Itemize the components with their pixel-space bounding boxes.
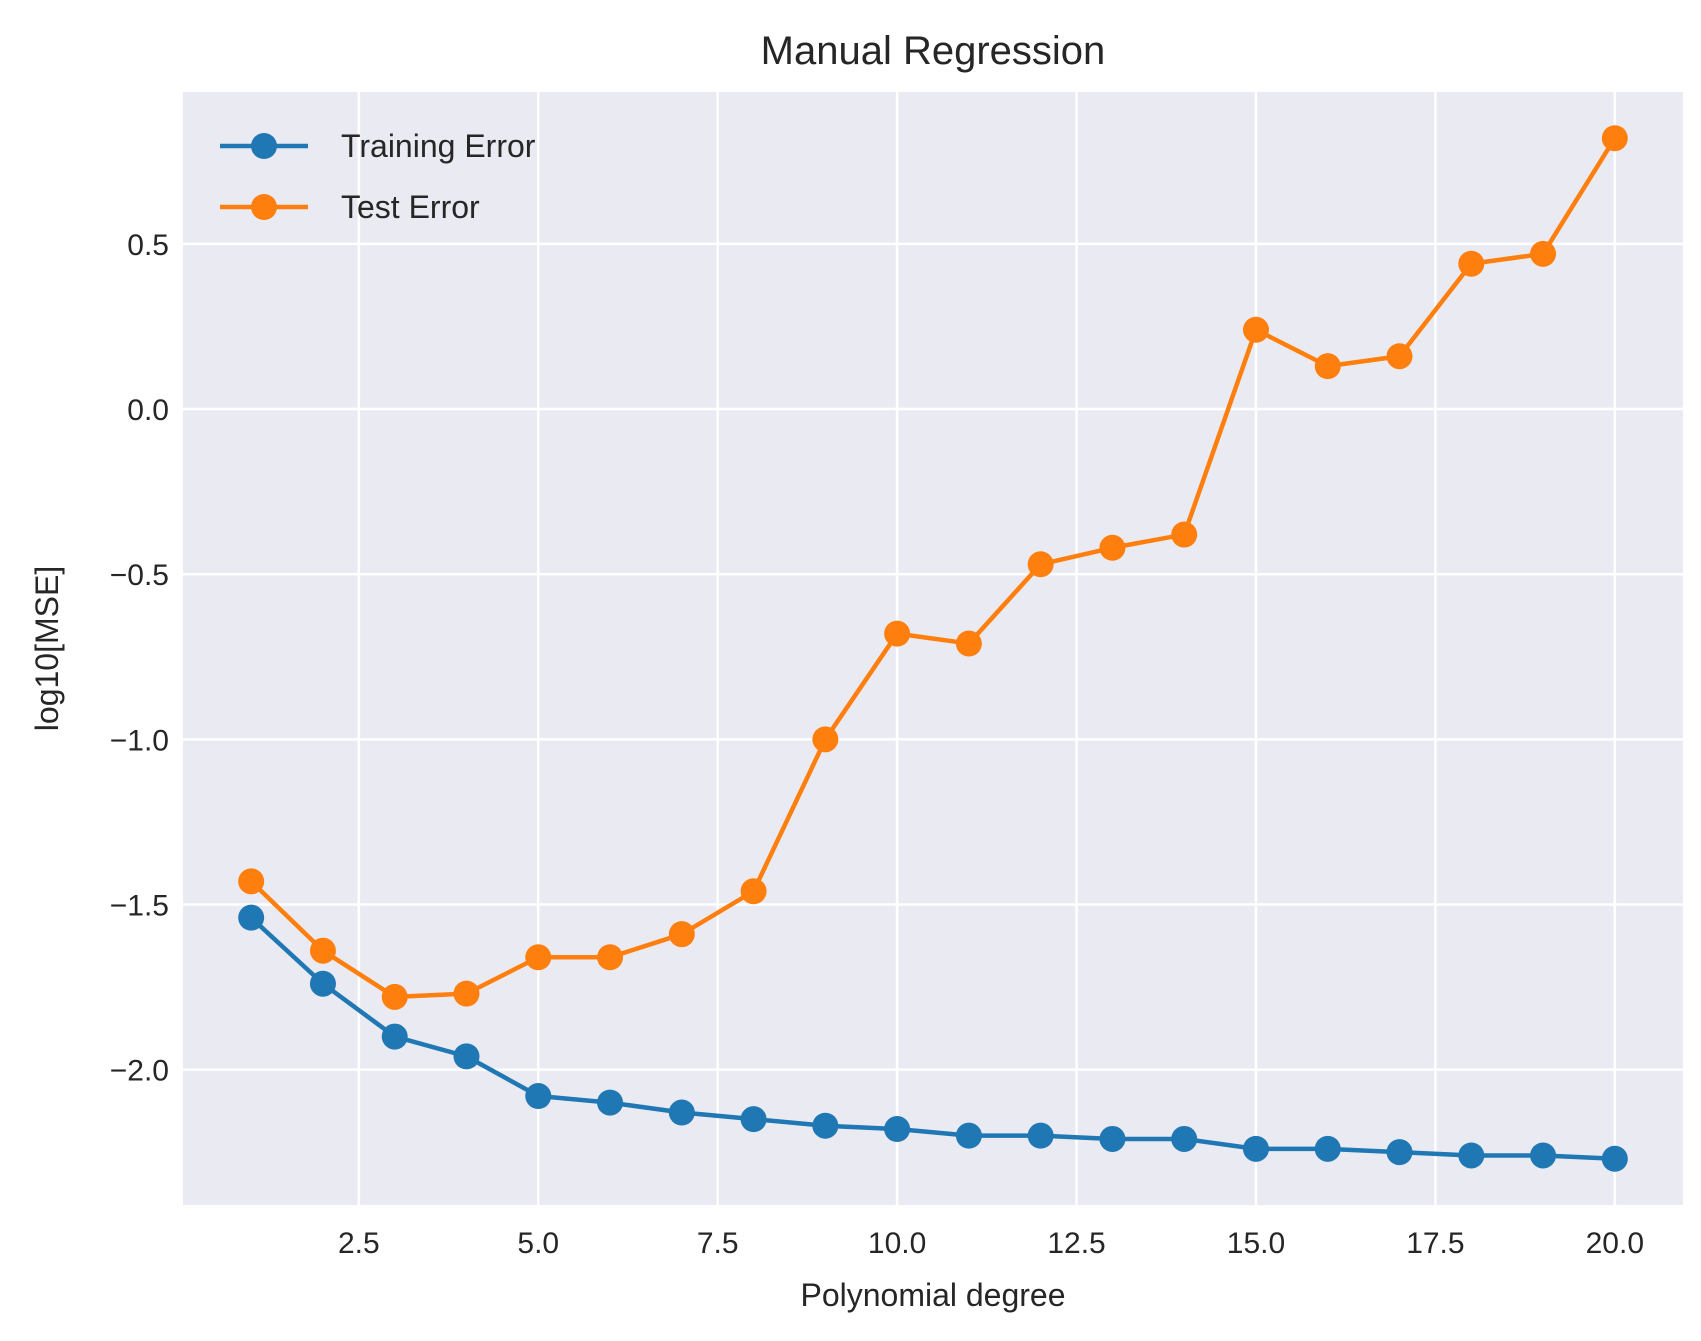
x-tick-label: 5.0 (517, 1227, 559, 1260)
series-test-error (238, 125, 1628, 1010)
data-point (1242, 1135, 1269, 1162)
series-training-error (238, 904, 1628, 1172)
data-point (381, 983, 408, 1010)
y-tick-label: −0.5 (110, 559, 169, 592)
y-tick-label: −2.0 (110, 1055, 169, 1088)
data-point (1171, 1125, 1198, 1152)
data-point (740, 1106, 767, 1133)
x-tick-label: 20.0 (1586, 1227, 1644, 1260)
legend-item: Test Error (220, 189, 480, 225)
x-tick-label: 12.5 (1047, 1227, 1105, 1260)
y-tick-label: −1.5 (110, 889, 169, 922)
data-point (1242, 316, 1269, 343)
data-point (1099, 1125, 1126, 1152)
data-point (1314, 353, 1341, 380)
y-axis-label: log10[MSE] (29, 566, 65, 731)
legend-label: Test Error (341, 189, 480, 225)
x-tick-label: 2.5 (338, 1227, 380, 1260)
data-point (453, 980, 480, 1007)
data-point (884, 1116, 911, 1143)
legend-label: Training Error (341, 128, 536, 164)
x-tick-label: 7.5 (697, 1227, 739, 1260)
data-point (525, 944, 552, 971)
data-point (381, 1023, 408, 1050)
data-point (668, 1099, 695, 1126)
x-tick-labels: 2.5 5.0 7.5 10.0 12.5 15.0 17.5 20.0 (338, 1227, 1644, 1260)
legend-item: Training Error (220, 128, 536, 164)
plot-area (183, 92, 1683, 1205)
chart-title: Manual Regression (761, 29, 1106, 73)
y-tick-label: 0.5 (127, 229, 169, 262)
data-point (1171, 521, 1198, 548)
grid (183, 92, 1683, 1205)
data-point (812, 1112, 839, 1139)
data-point (955, 630, 982, 657)
data-point (1458, 1142, 1485, 1169)
x-tick-label: 17.5 (1406, 1227, 1464, 1260)
x-tick-label: 10.0 (868, 1227, 926, 1260)
x-axis-label: Polynomial degree (800, 1277, 1065, 1313)
y-tick-label: −1.0 (110, 724, 169, 757)
data-point (453, 1043, 480, 1070)
y-tick-labels: 0.5 0.0 −0.5 −1.0 −1.5 −2.0 (110, 229, 169, 1088)
data-point (668, 921, 695, 948)
data-point (740, 878, 767, 905)
data-point (525, 1083, 552, 1110)
data-point (1386, 1139, 1413, 1166)
data-point (812, 726, 839, 753)
data-point (1027, 551, 1054, 578)
data-point (1027, 1122, 1054, 1149)
data-point (1601, 125, 1628, 152)
data-point (238, 868, 265, 895)
data-point (1386, 343, 1413, 370)
series-layer (238, 125, 1628, 1172)
data-point (238, 904, 265, 931)
data-point (1530, 1142, 1557, 1169)
x-tick-label: 15.0 (1227, 1227, 1285, 1260)
data-point (1601, 1145, 1628, 1172)
y-tick-label: 0.0 (127, 394, 169, 427)
legend-marker (251, 133, 277, 159)
data-point (309, 937, 336, 964)
data-point (597, 944, 624, 971)
data-point (1314, 1135, 1341, 1162)
data-point (597, 1089, 624, 1116)
legend-marker (251, 194, 277, 220)
data-point (955, 1122, 982, 1149)
data-point (309, 970, 336, 997)
legend: Training Error Test Error (220, 128, 536, 225)
data-point (1458, 250, 1485, 277)
data-point (1099, 534, 1126, 561)
data-point (884, 620, 911, 647)
data-point (1530, 240, 1557, 267)
